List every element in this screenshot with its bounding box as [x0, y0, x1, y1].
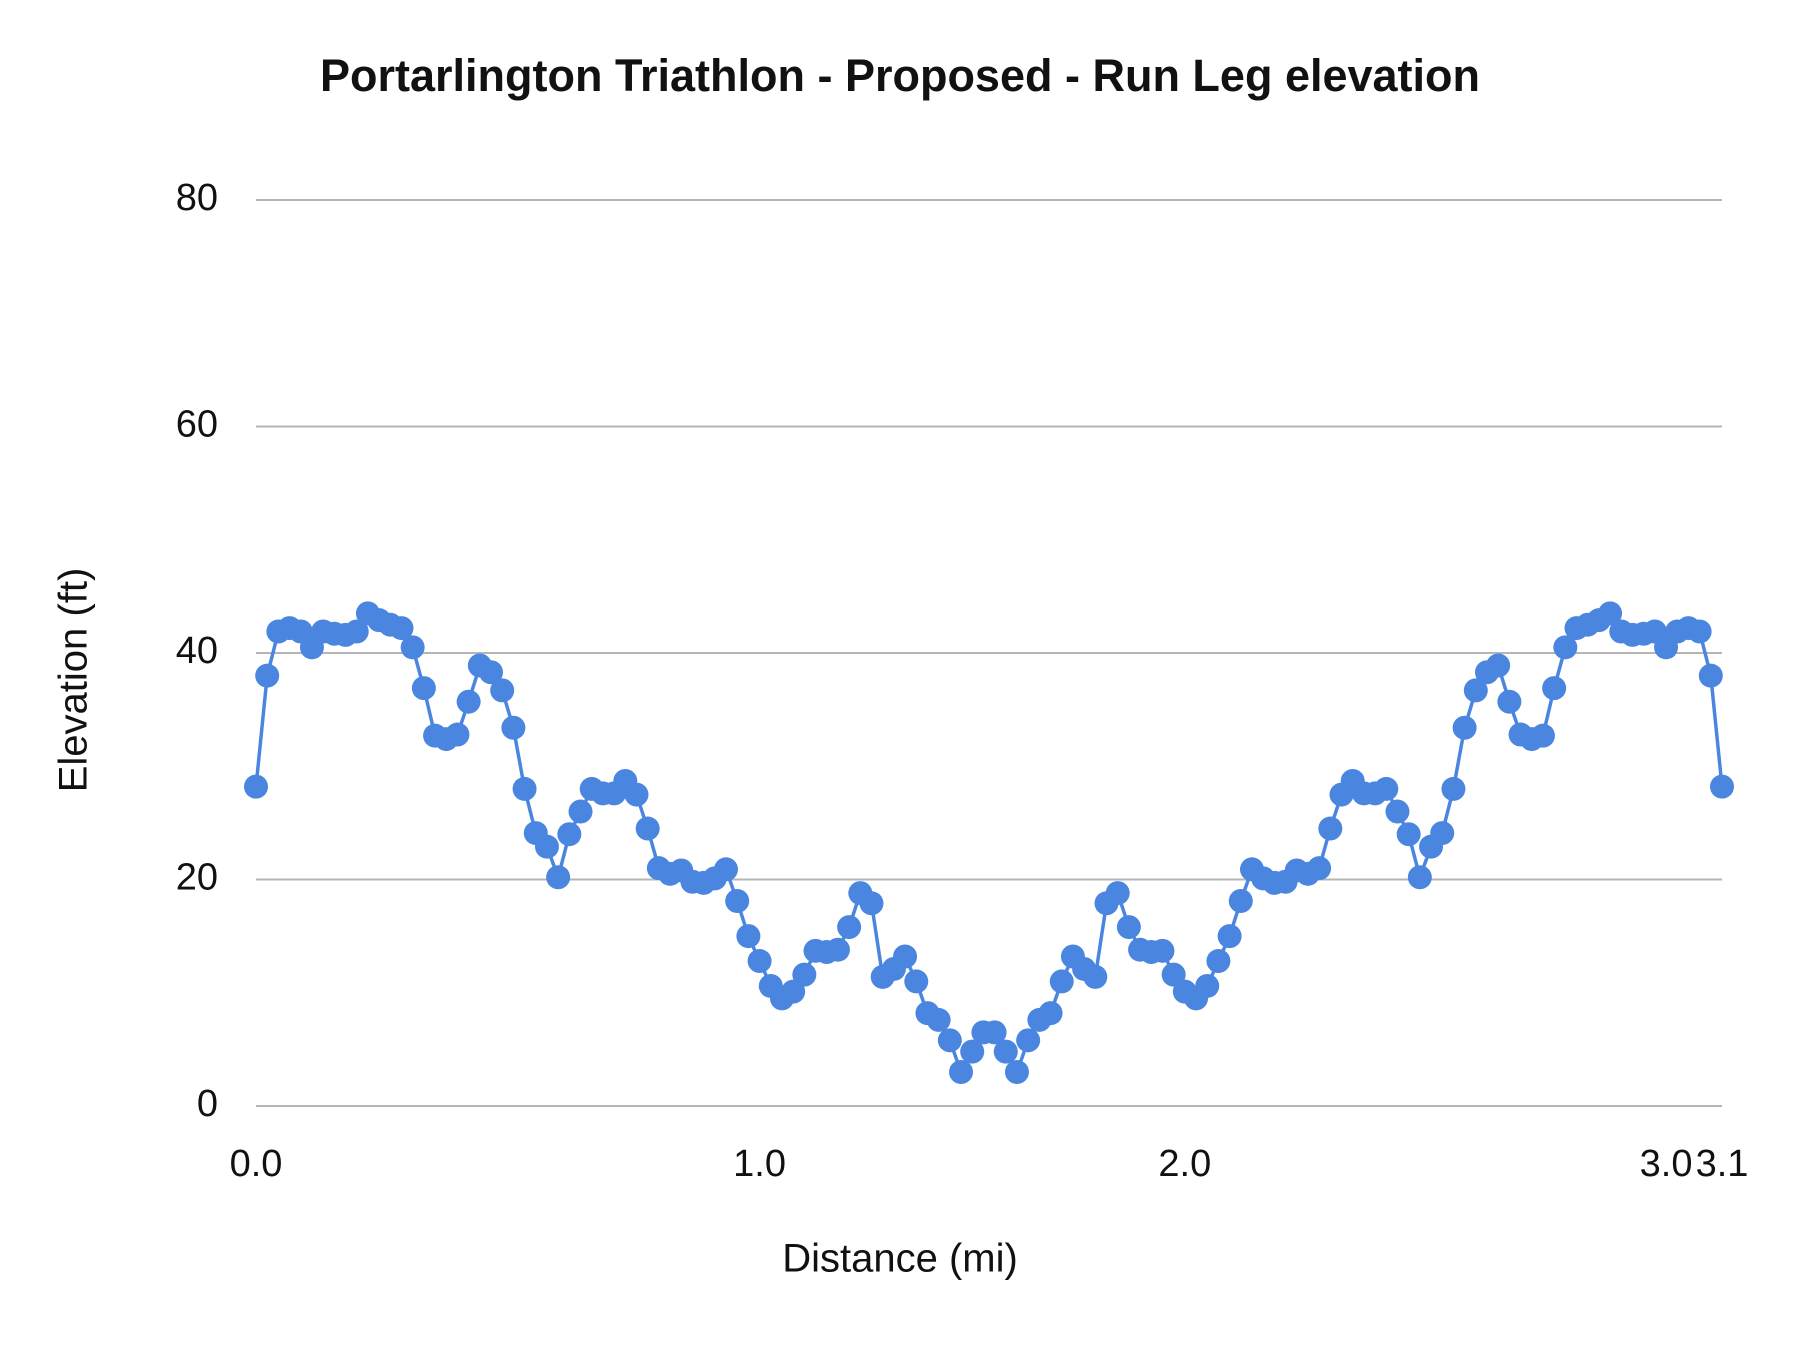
data-point — [747, 949, 772, 974]
data-point — [1497, 689, 1522, 714]
data-point — [937, 1028, 962, 1053]
data-point — [1396, 822, 1421, 847]
data-point — [1687, 619, 1712, 644]
data-point — [1206, 949, 1231, 974]
x-axis-label: Distance (mi) — [782, 1237, 1018, 1281]
data-point — [1318, 816, 1343, 841]
data-point — [982, 1020, 1007, 1045]
data-point — [859, 891, 884, 916]
data-point — [792, 962, 817, 987]
data-point — [635, 816, 660, 841]
data-point — [1038, 1001, 1063, 1026]
data-point — [389, 616, 414, 641]
data-point — [1016, 1028, 1041, 1053]
y-tick-label: 80 — [176, 177, 218, 219]
data-point — [1430, 821, 1455, 846]
data-point — [400, 635, 425, 660]
data-point — [1083, 964, 1108, 989]
data-point — [501, 715, 526, 740]
data-point — [993, 1039, 1018, 1064]
y-tick-label: 60 — [176, 404, 218, 446]
data-point — [1374, 776, 1399, 801]
data-point — [949, 1060, 974, 1085]
data-point — [926, 1007, 951, 1032]
data-point — [714, 857, 739, 882]
data-point — [445, 722, 470, 747]
data-point — [1452, 715, 1477, 740]
data-point — [534, 834, 559, 859]
data-point — [1150, 938, 1175, 963]
x-tick-label: 1.0 — [733, 1143, 786, 1185]
data-point — [546, 865, 571, 890]
data-point — [1161, 962, 1186, 987]
data-point — [1598, 601, 1623, 626]
data-point — [479, 660, 504, 685]
data-point — [1486, 653, 1511, 678]
y-tick-label: 40 — [176, 630, 218, 672]
data-point — [825, 937, 850, 962]
data-point — [1407, 865, 1432, 890]
data-point — [1542, 676, 1567, 701]
chart-title: Portarlington Triathlon - Proposed - Run… — [320, 50, 1480, 101]
data-point — [1307, 856, 1332, 881]
data-point — [1698, 663, 1723, 688]
data-point — [1530, 723, 1555, 748]
y-tick-label: 0 — [197, 1083, 218, 1125]
data-point — [904, 969, 929, 994]
data-point — [624, 782, 649, 807]
data-point — [490, 678, 515, 703]
data-point — [725, 889, 750, 914]
y-tick-label: 20 — [176, 857, 218, 899]
data-point — [557, 822, 582, 847]
data-point — [1195, 973, 1220, 998]
data-point — [411, 676, 436, 701]
data-point — [1441, 776, 1466, 801]
data-point — [244, 774, 268, 799]
data-point — [568, 799, 593, 824]
data-point — [1105, 881, 1130, 906]
data-point — [1004, 1060, 1029, 1085]
data-point — [893, 944, 918, 969]
data-point — [1217, 924, 1242, 949]
data-point — [1228, 889, 1253, 914]
data-point — [344, 619, 369, 644]
data-point — [837, 915, 862, 940]
x-tick-label: 2.0 — [1158, 1143, 1211, 1185]
x-tick-label: 3.0 — [1640, 1143, 1693, 1185]
data-point — [456, 689, 481, 714]
data-point — [1553, 635, 1578, 660]
x-tick-label: 0.0 — [230, 1143, 283, 1185]
data-point — [1116, 915, 1141, 940]
data-point — [512, 776, 537, 801]
data-point — [736, 924, 761, 949]
data-point — [1385, 799, 1410, 824]
data-point — [1710, 774, 1734, 799]
data-point — [781, 979, 806, 1004]
data-point — [960, 1039, 985, 1064]
data-point — [1463, 678, 1488, 703]
y-axis-label: Elevation (ft) — [52, 568, 96, 793]
data-point — [1049, 969, 1074, 994]
data-point — [255, 663, 280, 688]
x-tick-label: 3.1 — [1696, 1143, 1749, 1185]
